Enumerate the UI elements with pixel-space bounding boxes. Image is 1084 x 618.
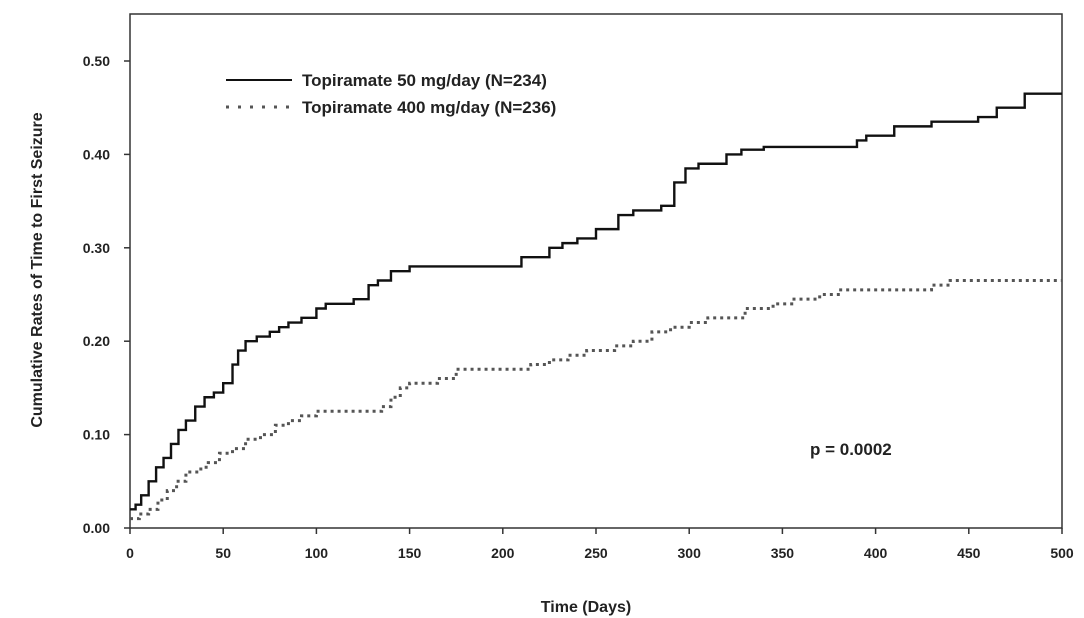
x-tick-label: 250: [584, 545, 608, 561]
y-tick-label: 0.50: [83, 53, 110, 69]
series-line-50mg: [130, 92, 1062, 511]
y-tick-label: 0.10: [83, 427, 110, 443]
x-tick-label: 200: [491, 545, 515, 561]
series-line-400mg: [130, 278, 1062, 521]
legend: Topiramate 50 mg/day (N=234) Topiramate …: [226, 71, 556, 117]
x-tick-label: 100: [305, 545, 329, 561]
x-tick-label: 300: [678, 545, 702, 561]
y-axis-title: Cumulative Rates of Time to First Seizur…: [29, 112, 46, 427]
p-value-annotation: p = 0.0002: [810, 440, 892, 459]
x-tick-label: 150: [398, 545, 422, 561]
x-tick-label: 0: [126, 545, 134, 561]
plot-frame: [129, 13, 1063, 529]
x-tick-label: 50: [215, 545, 231, 561]
y-tick-label: 0.00: [83, 520, 110, 536]
x-tick-label: 350: [771, 545, 795, 561]
y-tick-label: 0.20: [83, 333, 110, 349]
x-tick-label: 450: [957, 545, 981, 561]
legend-label-50mg: Topiramate 50 mg/day (N=234): [302, 71, 547, 90]
x-tick-label: 500: [1050, 545, 1074, 561]
x-axis-title: Time (Days): [541, 599, 631, 616]
x-tick-label: 400: [864, 545, 888, 561]
y-tick-label: 0.40: [83, 146, 110, 162]
y-tick-label: 0.30: [83, 240, 110, 256]
legend-label-400mg: Topiramate 400 mg/day (N=236): [302, 98, 556, 117]
